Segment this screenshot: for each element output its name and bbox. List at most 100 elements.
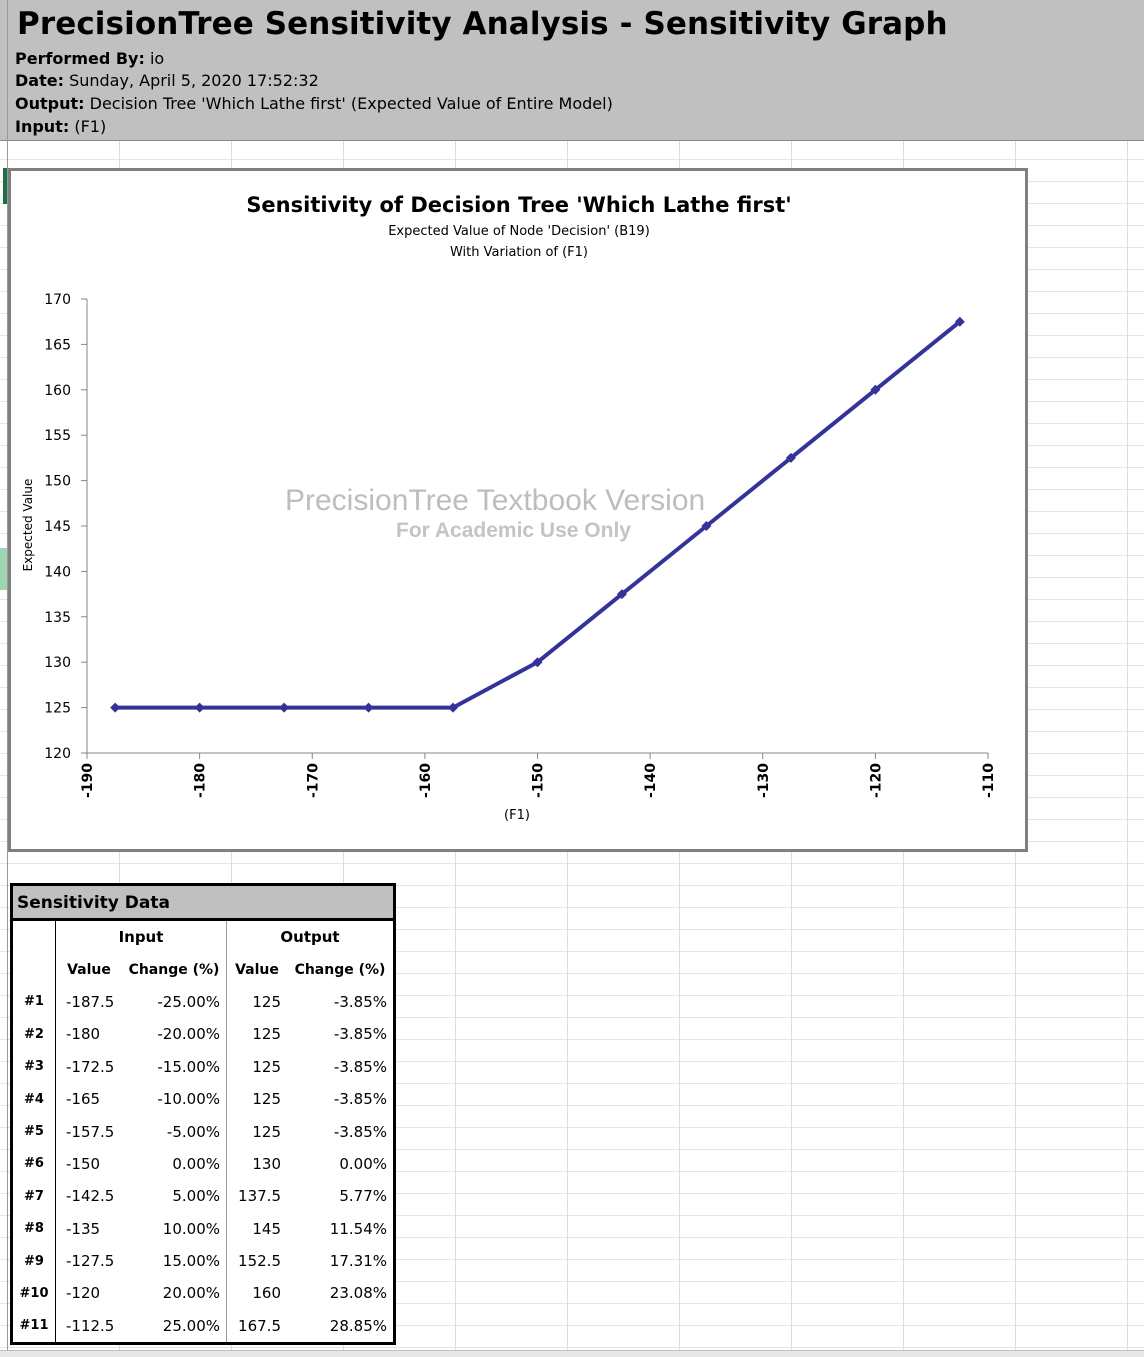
row-id-cell: #6 (13, 1147, 56, 1181)
output-value-header: Value (235, 961, 279, 978)
output-change-cell: -3.85% (333, 992, 387, 1011)
table-row: #11 -112.5 25.00% 167.5 28.85% (13, 1309, 393, 1343)
watermark-line-1: PrecisionTree Textbook Version (285, 484, 706, 517)
row-id-cell: #11 (13, 1309, 56, 1343)
table-row: #7 -142.5 5.00% 137.5 5.77% (13, 1180, 393, 1213)
table-row: #10 -120 20.00% 160 23.08% (13, 1277, 393, 1310)
table-row: #5 -157.5 -5.00% 125 -3.85% (13, 1115, 393, 1148)
column-header-row: Value Change (%) Value Change (%) (13, 953, 393, 986)
output-change-cell: 11.54% (329, 1219, 387, 1238)
input-value-cell: -135 (66, 1219, 101, 1238)
output-group-header: Output (280, 928, 340, 947)
output-value-cell: 152.5 (238, 1252, 281, 1271)
data-point (870, 384, 881, 395)
row-id-cell: #1 (13, 985, 56, 1019)
output-value-cell: 125 (252, 1090, 281, 1109)
output-change-cell: 0.00% (339, 1154, 387, 1173)
row-id-cell: #10 (13, 1277, 56, 1310)
input-change-cell: -25.00% (122, 985, 227, 1019)
input-change-cell: 20.00% (122, 1277, 227, 1310)
selected-row-marker-2 (0, 548, 7, 590)
input-value-cell: -157.5 (66, 1122, 115, 1141)
input-value-cell: -120 (66, 1284, 101, 1303)
table-row: #9 -127.5 15.00% 152.5 17.31% (13, 1244, 393, 1278)
row-id-cell: #2 (13, 1018, 56, 1051)
input-change-cell: 0.00% (122, 1147, 227, 1181)
input-change-cell: 25.00% (122, 1309, 227, 1343)
input-value: (F1) (74, 117, 107, 136)
row-header-divider (7, 0, 8, 1356)
date-value: Sunday, April 5, 2020 17:52:32 (69, 71, 319, 90)
y-tick-label: 160 (44, 383, 71, 399)
chart-subtitle-2: With Variation of (F1) (450, 245, 588, 260)
watermark-line-2: For Academic Use Only (396, 519, 631, 542)
axes: 120 125 130 135 140 145 150 155 160 165 170 -190 -18… (44, 292, 997, 798)
x-tick-label: -150 (531, 763, 547, 798)
input-value-cell: -180 (66, 1025, 101, 1044)
input-value-cell: -172.5 (66, 1057, 115, 1076)
table-row: #8 -135 10.00% 145 11.54% (13, 1212, 393, 1245)
output-value-cell: 125 (252, 1057, 281, 1076)
y-tick-label: 165 (44, 337, 71, 353)
x-tick-label: -140 (643, 763, 659, 798)
data-point (954, 316, 965, 327)
sensitivity-chart[interactable]: Sensitivity of Decision Tree 'Which Lath… (8, 168, 1028, 852)
data-point (363, 702, 374, 713)
input-value-cell: -112.5 (66, 1316, 115, 1335)
input-value-cell: -187.5 (66, 992, 115, 1011)
x-tick-label: -110 (981, 763, 997, 798)
output-value-cell: 125 (252, 992, 281, 1011)
table-row: #4 -165 -10.00% 125 -3.85% (13, 1082, 393, 1116)
table-row: #3 -172.5 -15.00% 125 -3.85% (13, 1050, 393, 1083)
corner-cell (13, 921, 56, 954)
sensitivity-data-table: Sensitivity Data Input Output Value Chan… (10, 883, 396, 1345)
table-row: #2 -180 -20.00% 125 -3.85% (13, 1018, 393, 1051)
chart-title: Sensitivity of Decision Tree 'Which Lath… (246, 193, 791, 217)
chart-subtitle-1: Expected Value of Node 'Decision' (B19) (388, 224, 650, 239)
output-value-cell: 125 (252, 1122, 281, 1141)
x-tick-label: -190 (80, 763, 96, 798)
output-value-cell: 137.5 (238, 1187, 281, 1206)
output-change-cell: 5.77% (339, 1187, 387, 1206)
input-line: Input: (F1) (15, 117, 106, 136)
table-body: #1 -187.5 -25.00% 125 -3.85% #2 -180 -20.00% 125… (13, 985, 393, 1343)
output-line: Output: Decision Tree 'Which Lathe first… (15, 94, 613, 113)
y-tick-label: 120 (44, 746, 71, 762)
input-change-cell: -5.00% (122, 1115, 227, 1148)
input-value-cell: -142.5 (66, 1187, 115, 1206)
x-tick-label: -130 (756, 763, 772, 798)
row-id-cell: #8 (13, 1212, 56, 1245)
output-change-header: Change (%) (294, 961, 386, 978)
sheet-bottom-edge (0, 1350, 1144, 1357)
input-label: Input: (15, 117, 70, 136)
x-tick-label: -170 (305, 763, 321, 798)
input-value-cell: -165 (66, 1090, 101, 1109)
input-value-cell: -150 (66, 1154, 101, 1173)
performed-by-value: io (149, 49, 165, 68)
y-tick-label: 130 (44, 655, 71, 671)
x-axis-title: (F1) (504, 808, 530, 823)
table-title: Sensitivity Data (13, 886, 393, 921)
table-row: #1 -187.5 -25.00% 125 -3.85% (13, 985, 393, 1019)
input-change-cell: -10.00% (122, 1082, 227, 1116)
output-value-cell: 130 (252, 1154, 281, 1173)
output-change-cell: -3.85% (333, 1025, 387, 1044)
output-value-cell: 160 (252, 1284, 281, 1303)
row-id-cell: #7 (13, 1180, 56, 1213)
output-change-cell: -3.85% (333, 1122, 387, 1141)
output-value-cell: 145 (252, 1219, 281, 1238)
y-tick-label: 155 (44, 428, 71, 444)
output-value-cell: 167.5 (238, 1316, 281, 1335)
y-tick-label: 140 (44, 564, 71, 580)
output-change-cell: 17.31% (329, 1252, 387, 1271)
y-tick-label: 145 (44, 519, 71, 535)
table-row: #6 -150 0.00% 130 0.00% (13, 1147, 393, 1181)
report-title: PrecisionTree Sensitivity Analysis - Sen… (17, 6, 948, 42)
x-tick-label: -180 (193, 763, 209, 798)
input-value-header: Value (67, 961, 111, 978)
row-id-cell: #3 (13, 1050, 56, 1083)
output-change-cell: 28.85% (329, 1316, 387, 1335)
data-point (279, 702, 290, 713)
output-label: Output: (15, 94, 85, 113)
data-point (616, 589, 627, 600)
